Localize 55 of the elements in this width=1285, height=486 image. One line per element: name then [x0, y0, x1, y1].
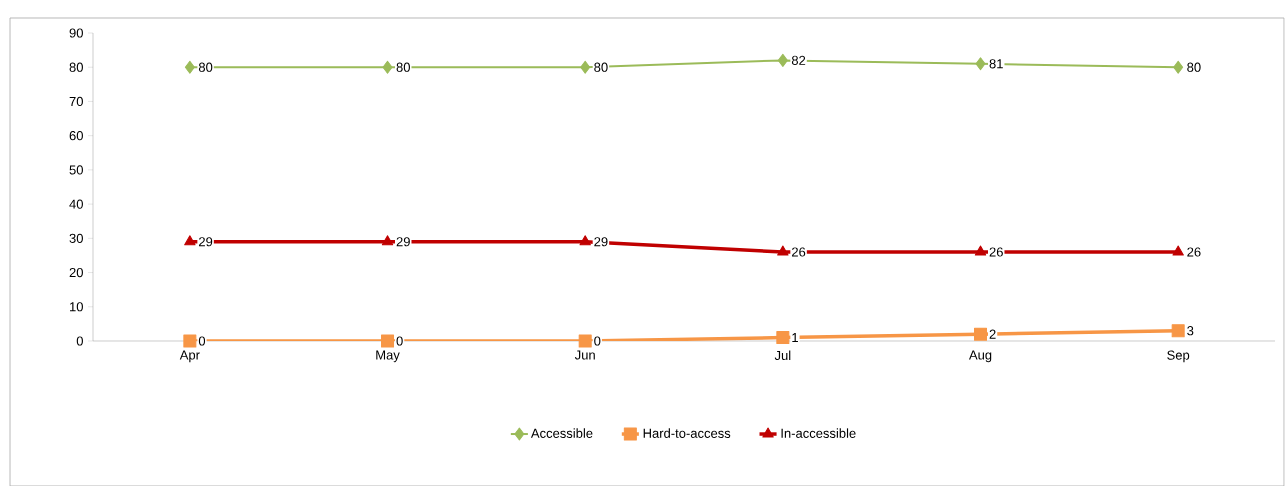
data-label: 3: [1187, 325, 1194, 336]
y-tick-label: 30: [69, 233, 83, 243]
y-tick-label: 50: [69, 165, 83, 175]
y-tick-label: 90: [69, 28, 83, 38]
data-label: 80: [198, 62, 213, 72]
data-label: 80: [396, 62, 410, 72]
x-tick-label: Jul: [774, 350, 791, 360]
legend-label: Hard-to-access: [643, 428, 731, 438]
x-tick-label: Sep: [1167, 350, 1190, 363]
y-tick-label: 40: [69, 199, 83, 209]
y-tick-label: 80: [69, 62, 83, 72]
point: [382, 60, 393, 74]
data-label: 2: [989, 329, 996, 339]
data-label: 80: [594, 62, 608, 72]
point: [975, 57, 986, 71]
point: [974, 245, 987, 256]
data-label: 81: [989, 59, 1003, 69]
x-tick-label: Jun: [574, 350, 595, 360]
legend-label: In-accessible: [781, 428, 856, 438]
point: [1172, 245, 1184, 256]
data-label: 1: [792, 332, 798, 342]
point: [579, 235, 591, 246]
point: [578, 334, 592, 348]
x-tick-label: Aug: [968, 350, 992, 362]
point: [777, 245, 789, 256]
point: [1171, 324, 1185, 338]
point: [381, 235, 394, 246]
y-tick-label: 70: [69, 96, 83, 106]
point: [580, 60, 591, 74]
x-tick-label: May: [376, 350, 400, 362]
data-label: 0: [198, 336, 206, 346]
point: [776, 330, 790, 344]
point: [183, 334, 197, 348]
data-label: 26: [989, 247, 1003, 257]
point: [974, 327, 988, 341]
y-tick-label: 10: [70, 301, 83, 312]
legend-label: Accessible: [530, 428, 593, 438]
x-tick-label: Apr: [179, 350, 200, 362]
data-label: 29: [594, 236, 608, 247]
y-tick-label: 20: [69, 267, 83, 277]
point: [184, 235, 196, 246]
point: [1173, 60, 1184, 74]
data-label: 0: [594, 336, 601, 346]
data-label: 80: [1187, 62, 1201, 72]
data-label: 29: [199, 236, 213, 247]
data-label: 26: [1187, 247, 1201, 257]
point: [184, 60, 195, 74]
data-label: 26: [792, 247, 806, 257]
data-label: 0: [396, 336, 403, 346]
y-tick-label: 0: [76, 336, 83, 346]
data-label: 29: [396, 236, 410, 247]
point: [381, 334, 395, 348]
point: [777, 53, 788, 67]
y-tick-label: 60: [69, 130, 83, 141]
data-label: 82: [791, 55, 806, 65]
